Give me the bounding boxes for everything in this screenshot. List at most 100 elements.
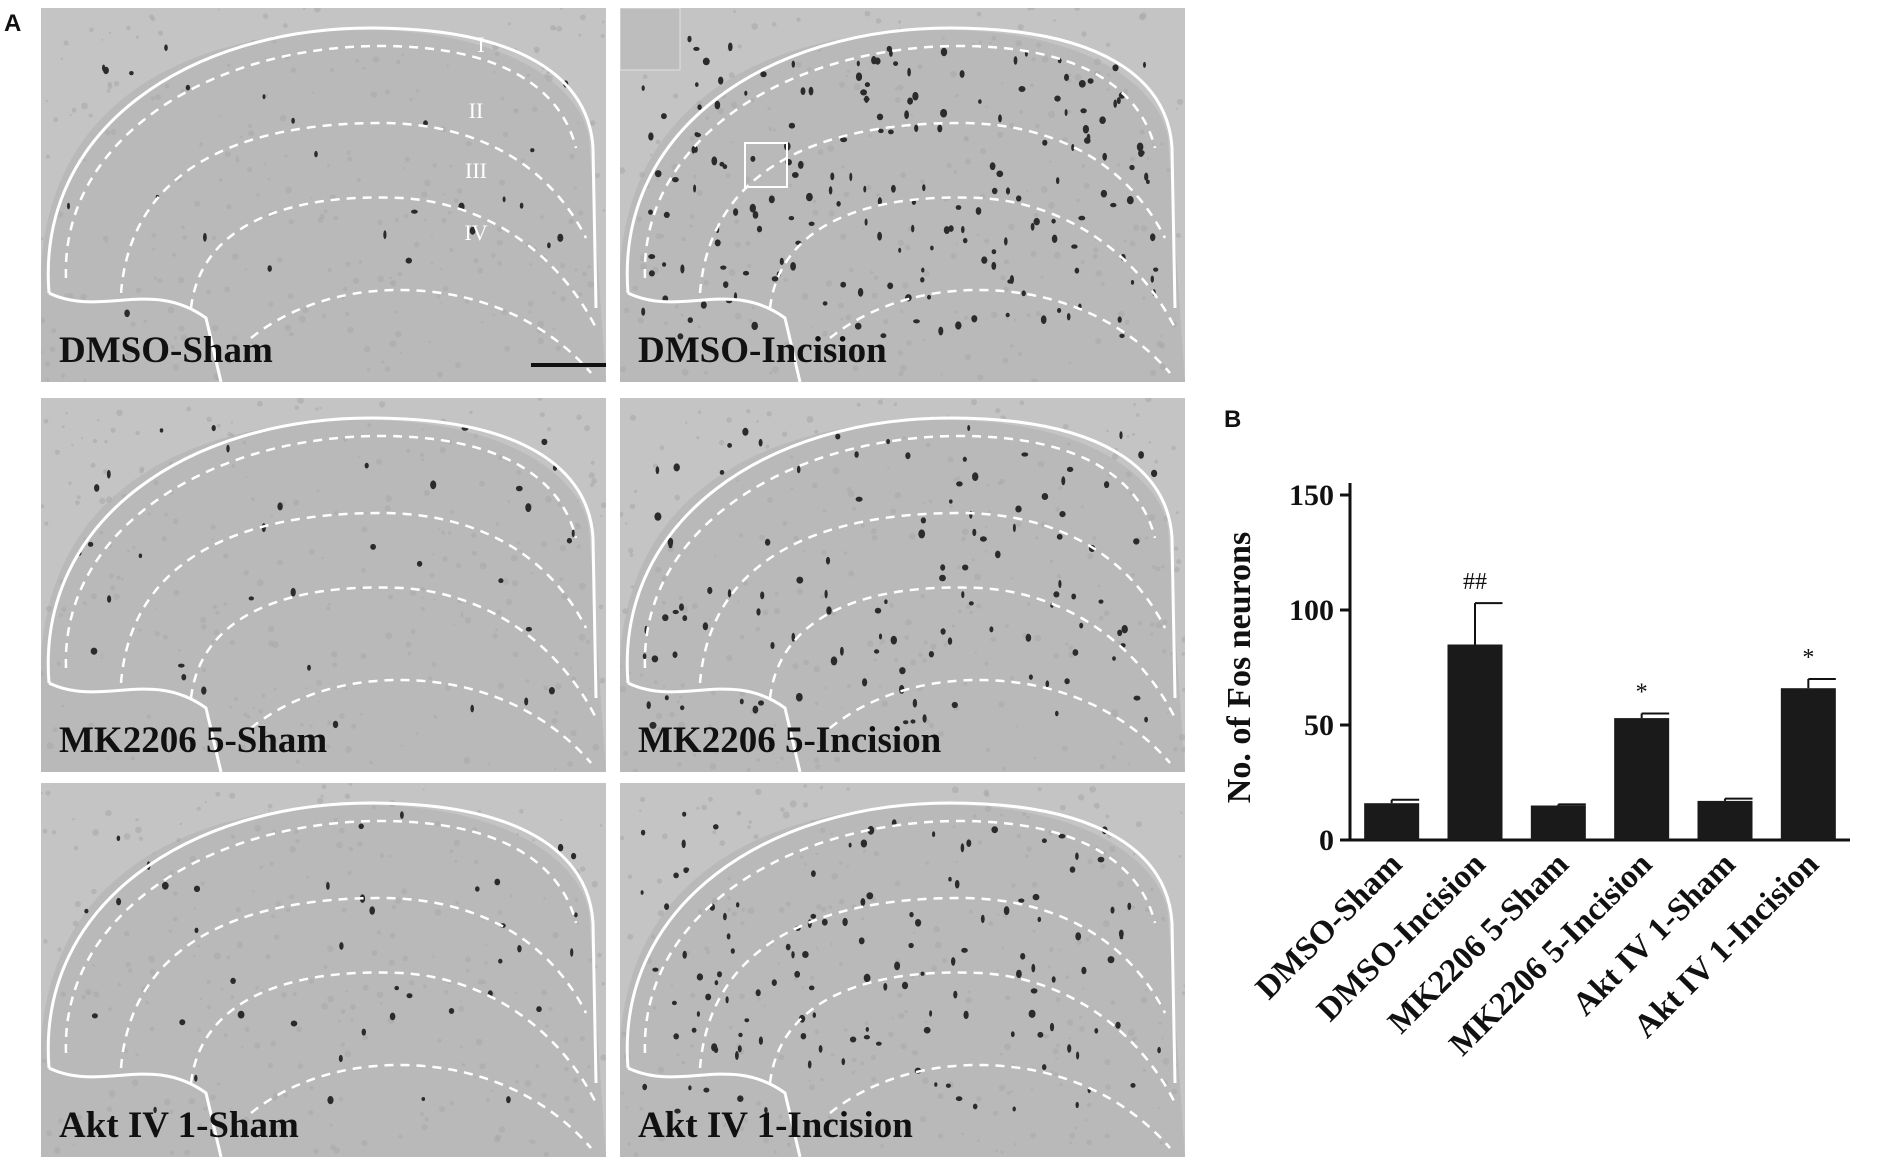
fos-cell	[899, 667, 906, 675]
fos-cell	[864, 82, 870, 88]
fos-cell	[1040, 315, 1047, 324]
fos-cell	[1051, 976, 1056, 983]
fos-cell	[836, 201, 841, 207]
fos-cell	[370, 543, 376, 550]
lamina-boundary	[189, 196, 598, 329]
fos-cell	[960, 843, 965, 853]
fos-cell	[498, 958, 503, 964]
fos-cell	[651, 655, 659, 663]
significance-marker: *	[1802, 645, 1814, 671]
micrograph-akt-incision: Akt IV 1-Incision	[620, 783, 1185, 1157]
bar	[1697, 800, 1753, 840]
fos-cell	[932, 831, 936, 838]
fos-cell	[1056, 533, 1063, 540]
fos-cell	[683, 867, 690, 872]
fos-cell	[733, 208, 739, 216]
fos-cell	[1031, 963, 1036, 973]
fos-cell	[181, 674, 187, 681]
fos-cell	[400, 811, 404, 819]
fos-cell	[680, 705, 685, 711]
fos-cell	[1081, 966, 1087, 975]
bar	[1614, 718, 1670, 840]
fos-cell	[416, 560, 423, 567]
fos-cell	[719, 470, 725, 475]
fos-cell	[962, 237, 968, 244]
fos-cell	[972, 1103, 978, 1110]
fos-cell	[1136, 142, 1144, 152]
fos-cell	[749, 203, 756, 213]
fos-cell	[153, 1106, 157, 1114]
fos-cell	[1119, 333, 1125, 338]
fos-cell	[796, 465, 801, 474]
fos-cell	[691, 1027, 697, 1033]
fos-cell	[727, 443, 732, 448]
fos-cell	[1126, 196, 1134, 205]
fos-cell	[959, 70, 965, 78]
fos-cell	[1119, 935, 1124, 940]
fos-cell	[830, 172, 835, 181]
fos-cell	[695, 82, 699, 87]
fos-cell	[1075, 1101, 1079, 1109]
fos-cell	[566, 537, 573, 544]
fos-cell	[889, 49, 893, 57]
fos-cell	[1146, 179, 1150, 184]
fos-cell	[1144, 172, 1149, 181]
tissue-texture	[620, 8, 1185, 382]
tissue-region	[41, 804, 606, 1157]
fos-cell	[677, 333, 684, 340]
fos-cell	[681, 839, 686, 849]
fos-cell	[904, 110, 909, 120]
fos-cell	[811, 870, 816, 877]
fos-cell	[267, 265, 272, 272]
fos-cell	[1099, 116, 1106, 124]
gray-matter-outline	[48, 681, 223, 772]
fos-cell	[824, 589, 828, 599]
fos-cell	[875, 1041, 882, 1046]
lamina-boundary	[768, 196, 1177, 329]
fos-cell	[230, 977, 236, 984]
lamina-boundary	[698, 121, 1167, 294]
fos-cell	[884, 599, 888, 604]
bar	[1530, 805, 1586, 840]
fos-cell	[383, 230, 387, 240]
fos-cell	[696, 1011, 700, 1017]
fos-cell	[788, 216, 795, 221]
fos-cell	[855, 496, 863, 502]
fos-cell	[979, 536, 987, 542]
fos-cell	[1010, 1031, 1015, 1038]
fos-cell	[339, 942, 344, 950]
fos-cell	[860, 898, 866, 906]
fos-cell	[1004, 237, 1008, 246]
y-tick-label: 150	[1289, 479, 1334, 512]
fos-cell	[771, 276, 779, 282]
micrograph-label: MK2206 5-Sham	[59, 720, 328, 761]
fos-cell	[423, 120, 428, 126]
fos-cell	[668, 540, 673, 549]
fos-cell	[940, 628, 946, 635]
fos-neurons-bar-chart: No. of Fos neurons050100150DMSO-Sham##DM…	[1221, 479, 1850, 1063]
fos-cell	[680, 264, 685, 274]
fos-cell	[394, 985, 400, 991]
fos-cell	[1069, 866, 1076, 873]
fos-cell	[648, 270, 655, 277]
tissue-texture	[620, 398, 1185, 772]
fos-cell	[405, 257, 412, 264]
fos-cell	[364, 462, 369, 469]
fos-cell	[116, 835, 121, 842]
fos-cell	[673, 463, 680, 472]
bar	[1780, 688, 1836, 840]
fos-cell	[858, 937, 865, 945]
fos-cell	[1157, 1046, 1161, 1054]
lamina-boundary	[119, 896, 588, 1069]
fos-cell	[788, 122, 796, 129]
fos-cell	[967, 425, 971, 431]
fos-cell	[557, 843, 564, 852]
fos-cell	[1042, 139, 1048, 146]
fos-cell	[947, 637, 953, 645]
fos-cell	[1042, 1064, 1047, 1071]
fos-cell	[248, 596, 254, 601]
fos-cell	[840, 281, 847, 288]
gray-matter-outline	[627, 681, 802, 772]
fos-cell	[911, 224, 915, 233]
